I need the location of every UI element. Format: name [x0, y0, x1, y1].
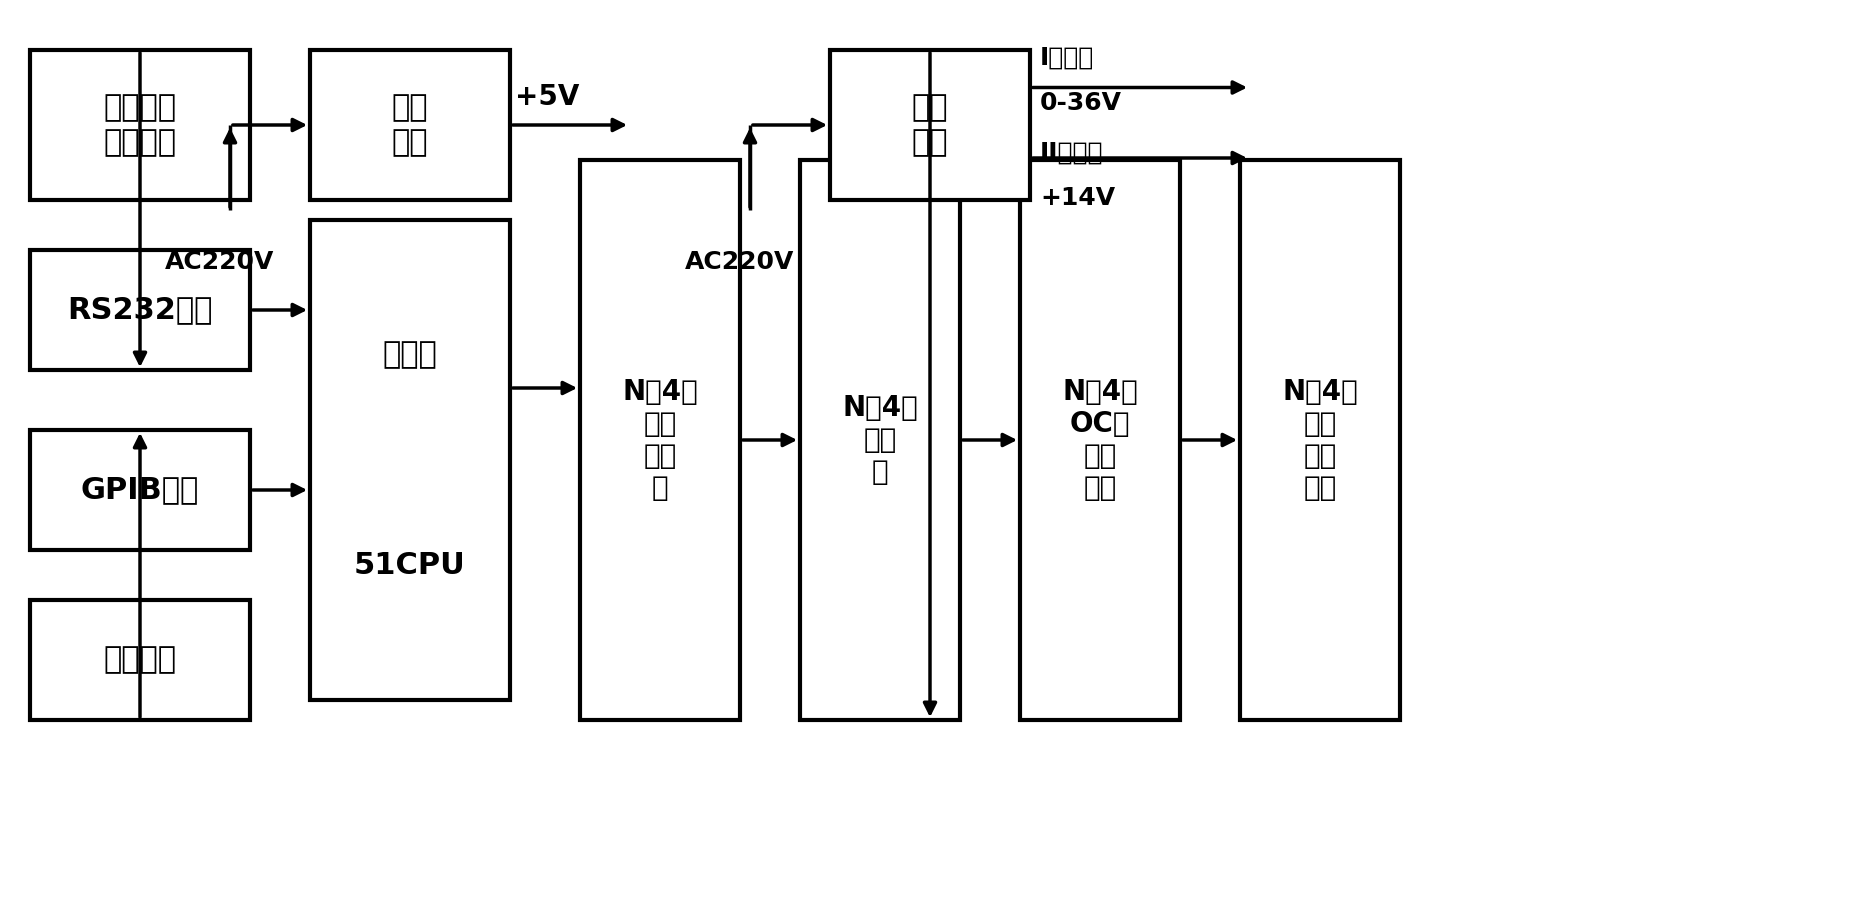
Text: 电源: 电源	[911, 128, 948, 157]
Bar	[579, 160, 740, 720]
Bar	[800, 160, 959, 720]
Text: +5V: +5V	[514, 83, 579, 111]
Bar	[1239, 160, 1399, 720]
Text: 指令输入: 指令输入	[104, 645, 176, 674]
Text: 器: 器	[651, 474, 668, 502]
Text: AC220V: AC220V	[684, 250, 794, 274]
Text: 驱动: 驱动	[1302, 410, 1336, 438]
Bar	[310, 50, 510, 200]
Text: 电路: 电路	[1083, 474, 1117, 502]
Text: N＊4路: N＊4路	[1282, 378, 1358, 406]
Text: AC220V: AC220V	[165, 250, 275, 274]
Text: 器: 器	[872, 458, 889, 486]
Text: 智能显示: 智能显示	[104, 93, 176, 122]
Bar	[310, 220, 510, 700]
Bar	[829, 50, 1030, 200]
Text: 指令: 指令	[1302, 442, 1336, 470]
Text: 锁存: 锁存	[863, 426, 896, 454]
Text: N＊4路: N＊4路	[1061, 378, 1137, 406]
Bar	[30, 250, 250, 370]
Text: 模块: 模块	[391, 128, 429, 157]
Bar	[30, 430, 250, 550]
Bar	[30, 600, 250, 720]
Text: 51CPU: 51CPU	[354, 551, 466, 580]
Text: 电源: 电源	[391, 93, 429, 122]
Bar	[1020, 160, 1180, 720]
Text: RS232接口: RS232接口	[67, 296, 213, 325]
Text: 输出: 输出	[1302, 474, 1336, 502]
Text: N＊4路: N＊4路	[842, 394, 918, 422]
Text: I路输出: I路输出	[1039, 46, 1094, 69]
Text: 单片机: 单片机	[382, 340, 438, 369]
Text: 输出: 输出	[1083, 442, 1117, 470]
Text: 0-36V: 0-36V	[1039, 91, 1122, 114]
Text: GPIB接口: GPIB接口	[82, 476, 198, 504]
Text: II路输出: II路输出	[1039, 141, 1104, 165]
Text: +14V: +14V	[1039, 186, 1115, 210]
Bar	[30, 50, 250, 200]
Text: OC门: OC门	[1068, 410, 1130, 438]
Text: 驱动模块: 驱动模块	[104, 128, 176, 157]
Text: N＊4路: N＊4路	[621, 378, 697, 406]
Text: 寄存: 寄存	[644, 442, 677, 470]
Text: 移位: 移位	[644, 410, 677, 438]
Text: 程控: 程控	[911, 93, 948, 122]
